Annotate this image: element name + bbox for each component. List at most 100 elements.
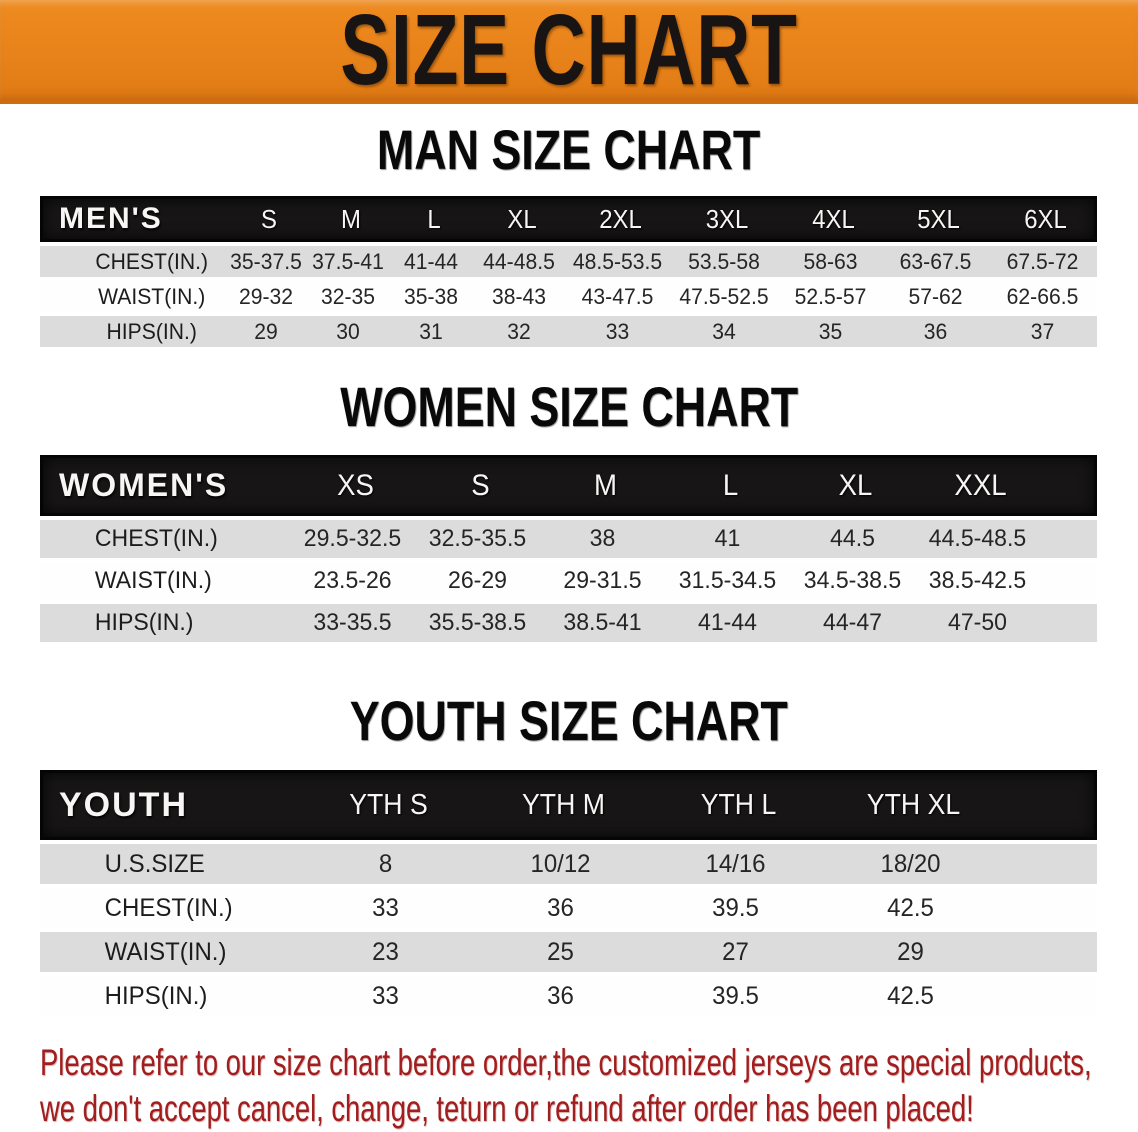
men-table-row: WAIST(IN.) 29-32 32-35 35-38 38-43 43-47.5 47.… xyxy=(40,281,1097,312)
size-value: 36 xyxy=(923,318,948,344)
men-column-header: 6XL xyxy=(1024,203,1067,234)
size-value: 57-62 xyxy=(908,283,963,309)
men-column-header: 4XL xyxy=(812,203,855,234)
size-value: 35-37.5 xyxy=(230,248,302,274)
men-column-header: 5XL xyxy=(917,203,960,234)
men-table-row: HIPS(IN.) 29 30 31 32 33 34 35 36 37 xyxy=(40,316,1097,347)
women-table-row: WAIST(IN.) 23.5-26 26-29 29-31.5 31.5-34.5 34… xyxy=(40,562,1097,600)
men-column-header: XL xyxy=(507,203,537,234)
youth-size-table: YOUTH YTH S YTH M YTH L YTH XL U.S.SIZE 8 10/… xyxy=(40,770,1097,1016)
size-value: 41 xyxy=(714,525,741,552)
size-value: 33 xyxy=(372,893,399,922)
row-label: CHEST(IN.) xyxy=(95,248,209,274)
size-chart-sections: MAN SIZE CHART MEN'S S M L XL 2XL 3XL 4XL 5XL 6X… xyxy=(0,118,1138,1016)
women-size-table: WOMEN'S XS S M L XL XXL CHEST(IN.) 29.5-32.5 32… xyxy=(40,455,1097,642)
women-column-header: XXL xyxy=(954,468,1007,502)
size-value: 26-29 xyxy=(448,567,507,594)
women-table-header-label: WOMEN'S xyxy=(59,467,229,503)
women-table-row: CHEST(IN.) 29.5-32.5 32.5-35.5 38 41 44.5 44.5… xyxy=(40,520,1097,558)
men-table-header-label: MEN'S xyxy=(59,202,163,235)
disclaimer-line-2: we don't accept cancel, change, teturn o… xyxy=(40,1088,974,1129)
size-value: 63-67.5 xyxy=(899,248,972,274)
size-value: 37.5-41 xyxy=(312,248,384,274)
size-value: 36 xyxy=(547,893,574,922)
size-value: 58-63 xyxy=(803,248,858,274)
men-table-header: MEN'S S M L XL 2XL 3XL 4XL 5XL 6XL xyxy=(40,196,1097,242)
youth-table-row: HIPS(IN.) 33 36 39.5 42.5 xyxy=(40,976,1097,1016)
size-value: 39.5 xyxy=(712,981,759,1010)
size-value: 23.5-26 xyxy=(313,567,392,594)
size-value: 38-43 xyxy=(491,283,547,309)
men-column-header: M xyxy=(341,203,361,234)
disclaimer-line-1: Please refer to our size chart before or… xyxy=(40,1042,1092,1083)
size-value: 39.5 xyxy=(712,893,759,922)
size-value: 25 xyxy=(547,937,574,966)
size-value: 37 xyxy=(1030,318,1055,344)
size-value: 29-32 xyxy=(238,283,294,309)
size-value: 10/12 xyxy=(530,849,591,878)
banner-title: SIZE CHART xyxy=(340,0,798,106)
youth-column-header: YTH M xyxy=(521,788,606,821)
size-value: 53.5-58 xyxy=(688,248,760,274)
size-value: 62-66.5 xyxy=(1006,283,1079,309)
size-value: 27 xyxy=(722,937,749,966)
size-value: 44-47 xyxy=(823,609,882,636)
size-value: 42.5 xyxy=(887,893,934,922)
size-value: 35-38 xyxy=(403,283,459,309)
youth-column-header: YTH XL xyxy=(866,788,961,821)
row-label: HIPS(IN.) xyxy=(94,609,194,636)
size-value: 41-44 xyxy=(698,609,757,636)
men-section-heading: MAN SIZE CHART xyxy=(377,118,761,181)
size-value: 47-50 xyxy=(948,609,1007,636)
youth-table-row: WAIST(IN.) 23 25 27 29 xyxy=(40,932,1097,972)
size-value: 18/20 xyxy=(880,849,941,878)
disclaimer: Please refer to our size chart before or… xyxy=(0,1040,1138,1132)
row-label: U.S.SIZE xyxy=(104,849,205,878)
women-column-header: XL xyxy=(838,468,873,502)
size-value: 32.5-35.5 xyxy=(428,525,527,552)
size-value: 14/16 xyxy=(705,849,766,878)
men-table-row: CHEST(IN.) 35-37.5 37.5-41 41-44 44-48.5 48.5… xyxy=(40,246,1097,277)
men-column-header: 2XL xyxy=(599,203,642,234)
size-value: 23 xyxy=(372,937,399,966)
size-value: 30 xyxy=(336,318,360,344)
size-value: 38 xyxy=(589,525,616,552)
women-table-header: WOMEN'S XS S M L XL XXL xyxy=(40,455,1097,516)
size-value: 35.5-38.5 xyxy=(428,609,527,636)
women-table-row: HIPS(IN.) 33-35.5 35.5-38.5 38.5-41 41-44 44-… xyxy=(40,604,1097,642)
women-column-header: L xyxy=(722,468,739,502)
size-value: 52.5-57 xyxy=(794,283,867,309)
size-value: 31.5-34.5 xyxy=(678,567,777,594)
youth-table-header: YOUTH YTH S YTH M YTH L YTH XL xyxy=(40,770,1097,840)
youth-section-heading: YOUTH SIZE CHART xyxy=(349,689,789,752)
section-heading-row: MAN SIZE CHART xyxy=(0,118,1138,181)
women-column-header: XS xyxy=(337,468,374,502)
men-column-header: S xyxy=(261,203,277,234)
size-value: 38.5-41 xyxy=(563,609,642,636)
size-value: 8 xyxy=(378,849,393,878)
youth-table-row: U.S.SIZE 8 10/12 14/16 18/20 xyxy=(40,844,1097,884)
size-value: 33 xyxy=(372,981,399,1010)
size-value: 36 xyxy=(547,981,574,1010)
size-value: 44-48.5 xyxy=(483,248,555,274)
size-value: 32-35 xyxy=(320,283,376,309)
row-label: HIPS(IN.) xyxy=(106,318,197,344)
women-section-heading: WOMEN SIZE CHART xyxy=(340,375,798,438)
size-value: 41-44 xyxy=(403,248,459,274)
section-heading-row: WOMEN SIZE CHART xyxy=(0,375,1138,438)
size-value: 33-35.5 xyxy=(313,609,392,636)
row-label: WAIST(IN.) xyxy=(98,283,206,309)
row-label: CHEST(IN.) xyxy=(94,525,218,552)
size-section-women: WOMEN SIZE CHART WOMEN'S XS S M L XL XXL CHES… xyxy=(0,375,1138,642)
size-value: 29 xyxy=(254,318,278,344)
youth-column-header: YTH S xyxy=(349,788,428,821)
size-value: 32 xyxy=(507,318,531,344)
row-label: HIPS(IN.) xyxy=(104,981,208,1010)
size-value: 43-47.5 xyxy=(581,283,654,309)
men-column-header: 3XL xyxy=(705,203,749,234)
youth-table-row: CHEST(IN.) 33 36 39.5 42.5 xyxy=(40,888,1097,928)
women-column-header: M xyxy=(594,468,617,502)
size-value: 34.5-38.5 xyxy=(803,567,902,594)
size-value: 35 xyxy=(818,318,843,344)
row-label: CHEST(IN.) xyxy=(104,893,233,922)
